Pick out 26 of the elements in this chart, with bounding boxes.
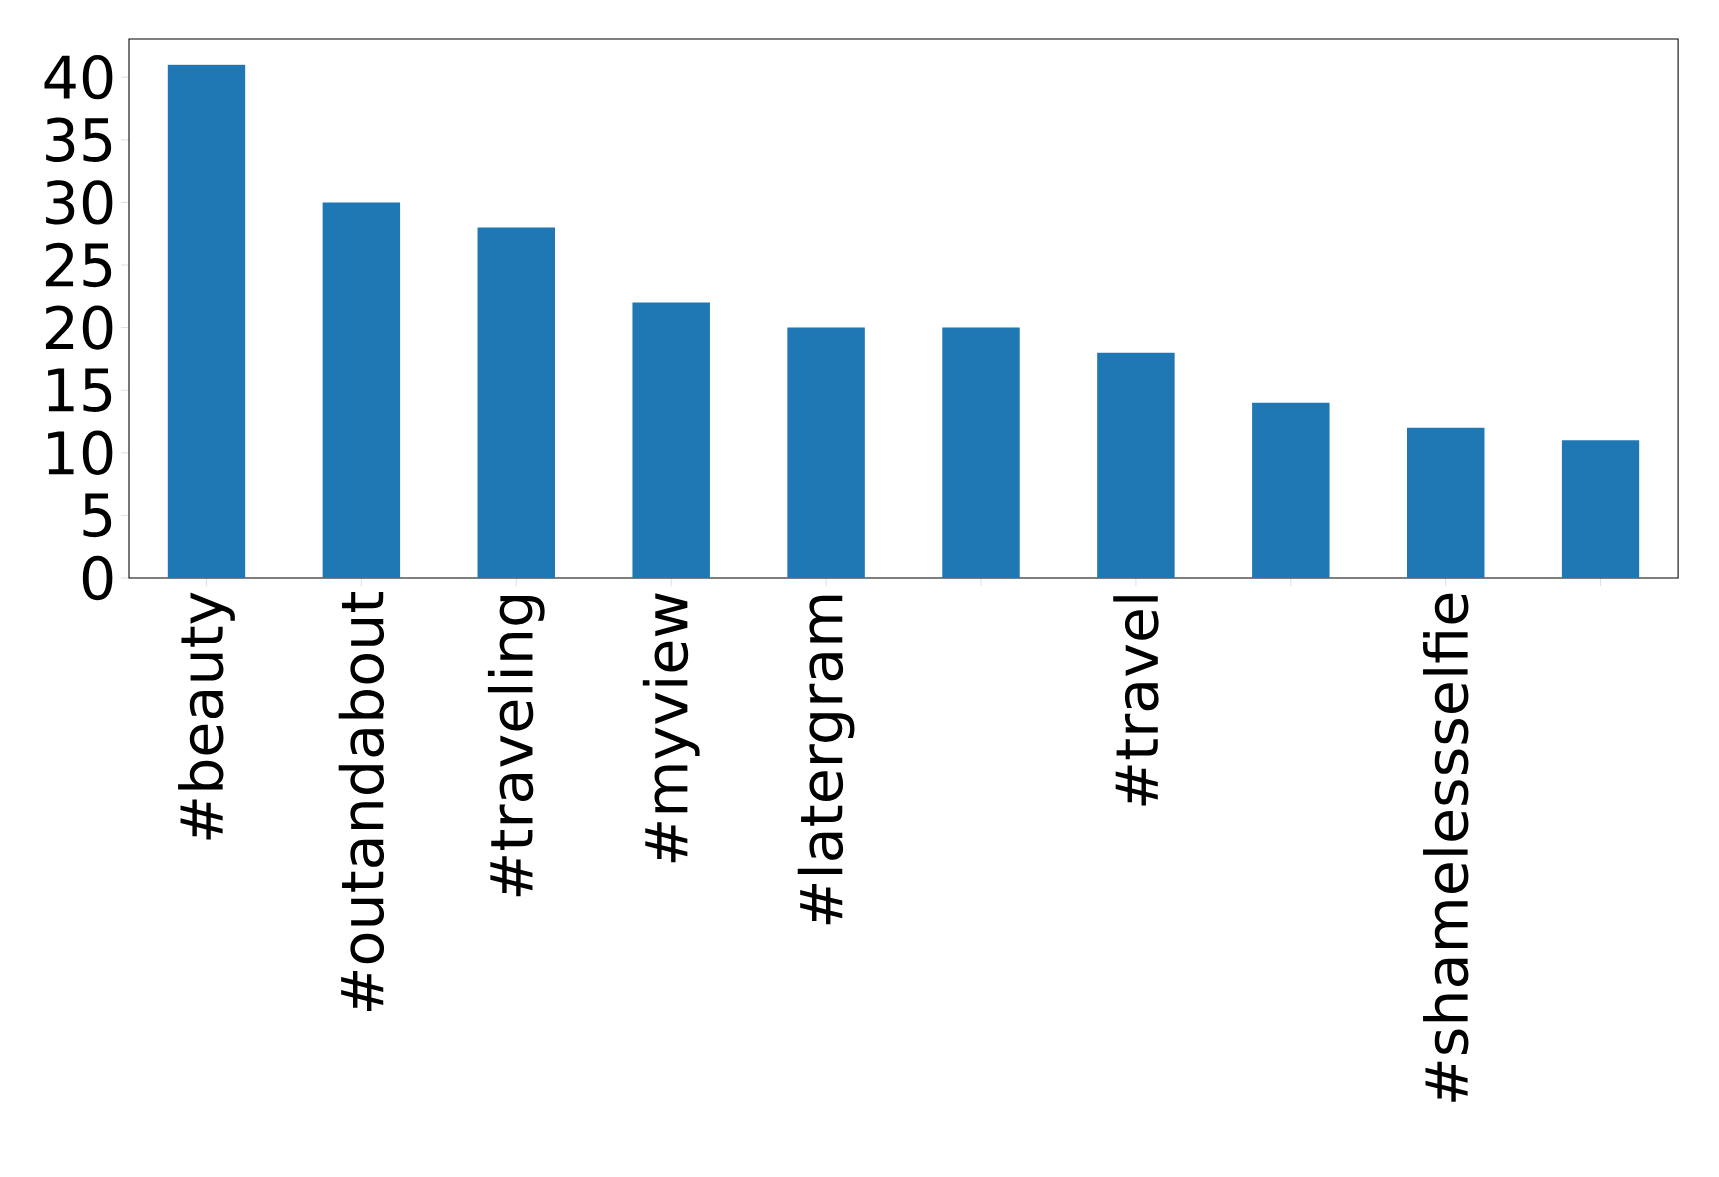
- bar: [1407, 427, 1485, 578]
- y-tick-label: 15: [48, 368, 112, 412]
- x-tick-label: #myview: [642, 593, 700, 863]
- bar: [942, 327, 1020, 578]
- bar: [1252, 402, 1330, 578]
- y-tick-label: 25: [45, 242, 112, 288]
- x-tick-label: #traveling: [487, 596, 545, 897]
- x-tick-label: #latergram: [797, 595, 855, 925]
- bar: [477, 227, 555, 578]
- y-tick-label: 35: [46, 117, 112, 162]
- y-tick-label: 0: [82, 555, 113, 601]
- x-tick-label: #beauty: [178, 592, 235, 840]
- bar: [787, 327, 865, 578]
- y-tick-label: 5: [83, 493, 112, 538]
- y-tick-label: 30: [46, 180, 113, 225]
- x-tick-label: #shamelessselfie: [1423, 593, 1469, 1102]
- bar: [1097, 352, 1175, 578]
- bar: [322, 202, 401, 578]
- y-tick-label: 10: [48, 430, 113, 475]
- x-tick-label: #travel: [1113, 596, 1159, 806]
- bar: [167, 64, 246, 578]
- y-tick-label: 40: [44, 54, 113, 100]
- bar: [1561, 440, 1640, 578]
- x-tick-label: #outandabout: [338, 592, 385, 1012]
- y-tick-label: 20: [45, 305, 113, 350]
- bar: [632, 302, 710, 578]
